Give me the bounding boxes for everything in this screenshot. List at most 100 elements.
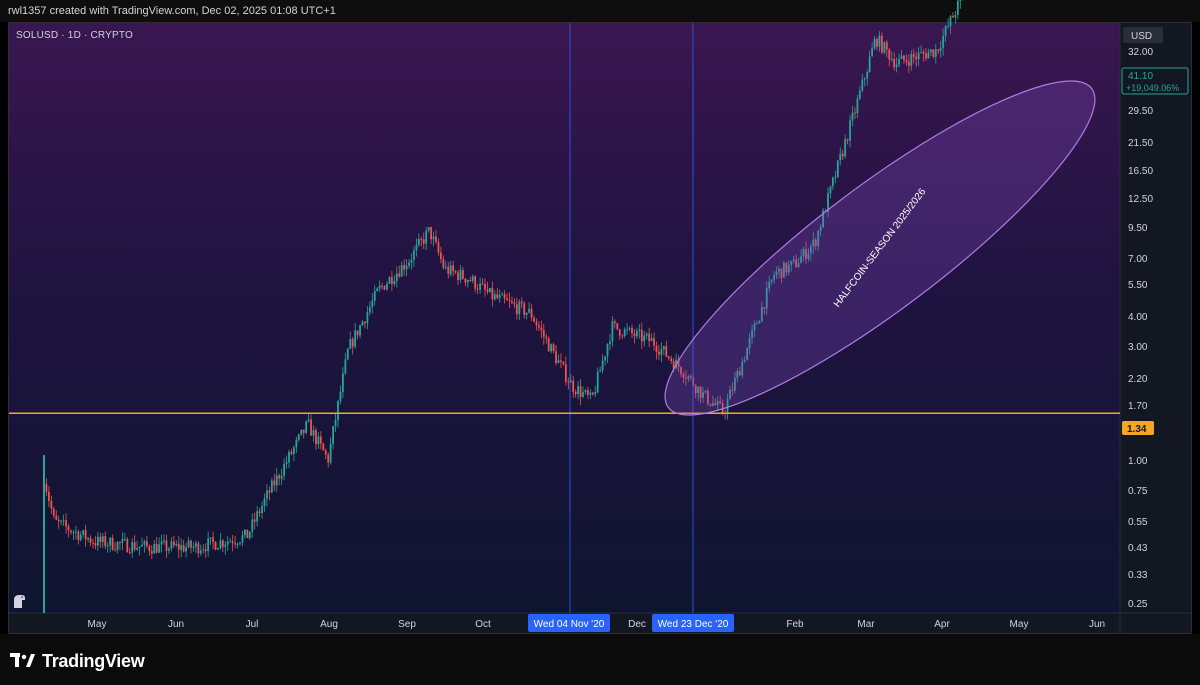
- candle-body: [136, 547, 138, 550]
- candle-body: [479, 283, 481, 290]
- candle-body: [310, 419, 312, 436]
- candle-body: [594, 392, 597, 395]
- candle-body: [778, 268, 780, 272]
- candle-body: [89, 538, 92, 543]
- candle-body: [462, 270, 464, 279]
- candle-body: [403, 265, 406, 270]
- candle-body: [383, 285, 386, 290]
- candle-body: [165, 540, 168, 551]
- footer: [0, 634, 1200, 685]
- candle-body: [489, 288, 491, 293]
- price-axis[interactable]: 32.00 29.50 21.50 16.50 12.50 9.50 7.00 5.50 4.0…: [1128, 47, 1153, 610]
- currency-label: USD: [1131, 31, 1152, 42]
- x-tick-label: Jun: [1089, 619, 1105, 630]
- candle-body: [609, 341, 611, 345]
- vertical-marker-nov-label-bg: [528, 614, 610, 632]
- candle-body: [650, 338, 653, 342]
- candle-body: [459, 270, 462, 280]
- candle-body: [807, 253, 810, 259]
- y-tick-label: 32.00: [1128, 47, 1153, 58]
- y-tick-label: 0.43: [1128, 543, 1148, 554]
- candle-body: [207, 538, 210, 552]
- y-tick-label: 5.50: [1128, 280, 1148, 291]
- candle-body: [787, 264, 790, 273]
- candle-body: [214, 542, 217, 550]
- candle-body: [420, 239, 423, 241]
- candle-body: [368, 307, 371, 313]
- candle-body: [533, 317, 535, 322]
- candle-body: [552, 344, 555, 352]
- candle-body: [496, 294, 499, 299]
- candle-body: [163, 540, 165, 542]
- candle-body: [912, 54, 915, 57]
- candle-body: [773, 275, 775, 280]
- candle-body: [344, 359, 347, 374]
- candle-body: [709, 403, 712, 406]
- candle-body: [378, 285, 381, 289]
- candle-body: [199, 550, 202, 554]
- candle-body: [327, 454, 330, 463]
- candle-body: [180, 545, 183, 550]
- candle-body: [805, 248, 807, 259]
- candle-body: [364, 321, 366, 324]
- candle-body: [204, 549, 207, 552]
- candle-body: [256, 511, 259, 522]
- candle-body: [711, 402, 714, 406]
- candle-body: [128, 552, 131, 554]
- candle-body: [219, 540, 222, 549]
- candle-body: [87, 538, 89, 540]
- currency-box[interactable]: [1123, 27, 1163, 43]
- candle-body: [305, 421, 308, 433]
- candle-body: [60, 520, 63, 522]
- candle-body: [484, 283, 486, 290]
- candle-body: [753, 323, 756, 330]
- candle-body: [275, 475, 278, 486]
- candle-body: [153, 543, 156, 554]
- candle-body: [626, 329, 628, 331]
- credit-text: rwl1357 created with TradingView.com, De…: [8, 5, 336, 17]
- candle-body: [883, 42, 886, 53]
- halfcoin-season-ellipse[interactable]: [631, 39, 1129, 457]
- candle-body: [917, 52, 920, 60]
- candle-body: [182, 545, 185, 552]
- candle-body: [393, 280, 396, 284]
- candle-body: [297, 434, 300, 440]
- candle-body: [621, 335, 624, 337]
- candle-body: [187, 540, 190, 548]
- candle-body: [508, 300, 511, 302]
- candle-body: [557, 360, 560, 364]
- candle-body: [400, 265, 403, 277]
- tradingview-wordmark: TradingView: [42, 650, 145, 671]
- x-tick-label: May: [1010, 619, 1029, 630]
- candle-body: [898, 58, 900, 65]
- candle-body: [895, 64, 898, 68]
- candle-body: [283, 463, 285, 476]
- candle-body: [667, 356, 670, 359]
- candle-body: [645, 333, 648, 336]
- y-tick-label: 0.55: [1128, 517, 1148, 528]
- candle-body: [812, 239, 815, 247]
- time-axis[interactable]: May Jun Jul Aug Sep Oct Dec Feb Mar Apr May Jun: [88, 619, 1106, 630]
- candle-body: [359, 325, 361, 336]
- candle-body: [785, 262, 788, 273]
- candle-body: [922, 52, 925, 54]
- candle-body: [449, 265, 452, 275]
- candle-body: [322, 443, 325, 451]
- candle-body: [687, 376, 690, 379]
- candle-body: [417, 239, 420, 245]
- candle-body: [640, 329, 643, 342]
- candle-body: [212, 537, 214, 543]
- candle-body: [342, 373, 344, 393]
- candle-body: [119, 542, 121, 544]
- candle-body: [927, 52, 930, 59]
- candle-body: [430, 227, 432, 240]
- dino-icon[interactable]: [14, 595, 25, 608]
- candle-body: [660, 349, 663, 355]
- candle-body: [155, 543, 158, 553]
- candle-body: [97, 536, 99, 546]
- candle-body: [643, 335, 646, 342]
- candle-body: [952, 16, 954, 18]
- candle-body: [623, 329, 626, 337]
- candle-body: [596, 371, 599, 393]
